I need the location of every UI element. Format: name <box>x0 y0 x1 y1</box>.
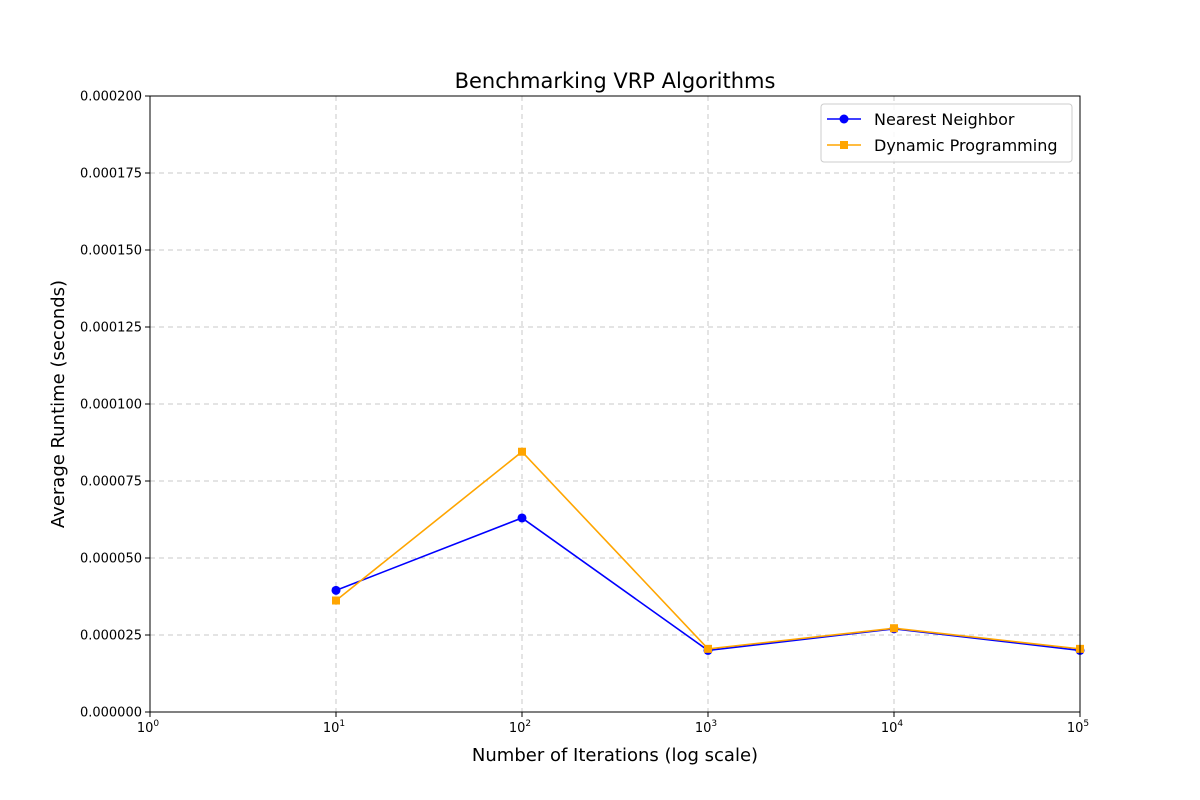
legend: Nearest Neighbor Dynamic Programming <box>820 103 1073 163</box>
y-tick-label: 0.000025 <box>80 629 142 644</box>
chart-title: Benchmarking VRP Algorithms <box>455 69 776 93</box>
x-tick-label: 105 <box>1067 719 1089 736</box>
data-point-dynamic-programming <box>704 644 712 653</box>
legend-frame <box>820 103 1073 163</box>
legend-marker <box>840 141 848 149</box>
legend-label: Nearest Neighbor <box>874 110 1015 129</box>
data-point-dynamic-programming <box>518 447 526 456</box>
y-tick-label: 0.000150 <box>80 244 142 259</box>
y-tick-label: 0.000000 <box>80 706 142 721</box>
x-axis-label: Number of Iterations (log scale) <box>472 745 758 766</box>
data-point-dynamic-programming <box>890 624 898 633</box>
legend-entry-nearest-neighbor: Nearest Neighbor <box>827 110 1015 129</box>
y-tick-label: 0.000175 <box>80 167 142 182</box>
y-tick-label: 0.000050 <box>80 552 142 567</box>
y-axis-label: Average Runtime (seconds) <box>48 280 69 528</box>
x-tick-label: 101 <box>323 719 345 736</box>
x-tick-label: 104 <box>881 719 904 736</box>
y-tick-label: 0.000075 <box>80 475 142 490</box>
x-tick-label: 103 <box>695 719 717 736</box>
legend-marker <box>839 114 849 124</box>
x-tick-label: 100 <box>137 719 160 736</box>
axis-ticks: 0.000000 0.000025 0.000050 0.000075 0.000100… <box>80 90 1089 737</box>
grid-lines <box>150 96 1080 712</box>
series-layer <box>331 447 1085 655</box>
data-point-nearest-neighbor <box>331 585 341 595</box>
legend-entry-dynamic-programming: Dynamic Programming <box>827 136 1057 155</box>
y-tick-label: 0.000100 <box>80 398 142 413</box>
data-point-dynamic-programming <box>332 596 340 605</box>
x-tick-label: 102 <box>509 719 531 736</box>
data-point-nearest-neighbor <box>517 513 527 523</box>
y-tick-label: 0.000125 <box>80 321 142 336</box>
y-tick-label: 0.000200 <box>80 90 142 105</box>
legend-label: Dynamic Programming <box>874 136 1057 155</box>
